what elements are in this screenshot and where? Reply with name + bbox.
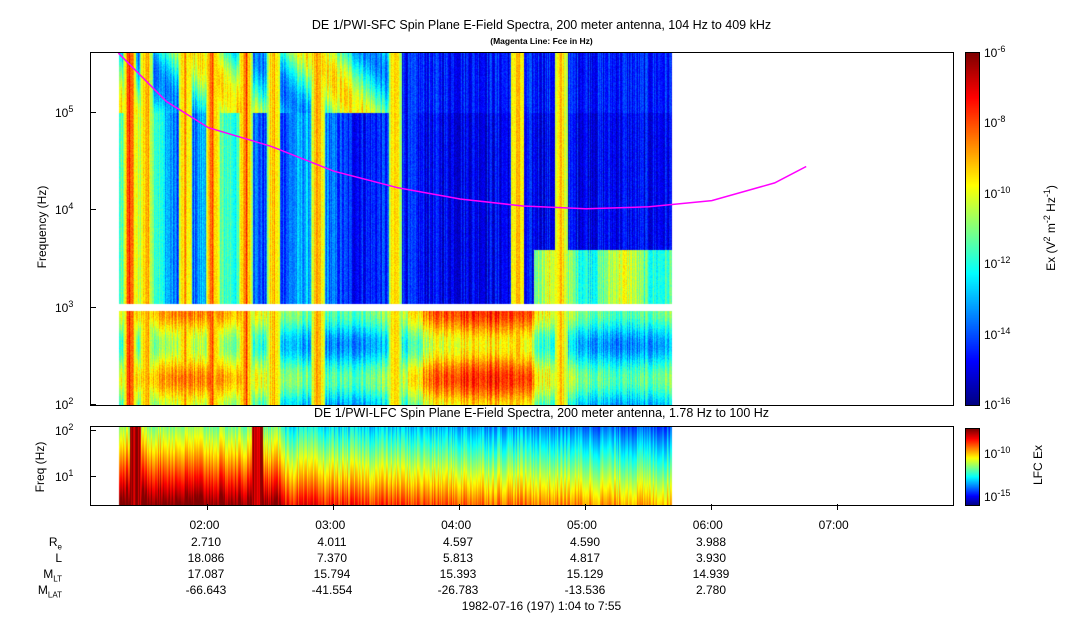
ephemeris-label-3: MLAT xyxy=(37,583,62,600)
ephemeris-value-3-3: -13.536 xyxy=(564,583,606,597)
ephemeris-value-3-4: 2.780 xyxy=(695,583,727,597)
ephemeris-value-1-0: 18.086 xyxy=(187,551,225,565)
ephemeris-label-1: L xyxy=(55,551,62,565)
ephemeris-value-2-3: 15.129 xyxy=(566,567,604,581)
sfc-colorbar-label: Ex (V2 m-2 Hz-1) xyxy=(1042,185,1058,271)
lfc-y-tick-1: 102 xyxy=(55,421,74,438)
ephemeris-value-1-3: 4.817 xyxy=(569,551,601,565)
upper-chart-subtitle: (Magenta Line: Fce in Hz) xyxy=(490,36,593,46)
time-tick-label-5: 07:00 xyxy=(818,518,849,532)
time-tick-label-4: 06:00 xyxy=(692,518,723,532)
sfc-y-tick-mark-2 xyxy=(90,209,96,211)
time-tick-mark-5 xyxy=(836,504,838,510)
fce-line xyxy=(117,53,807,210)
lfc-y-tick-0: 101 xyxy=(55,468,74,485)
sfc-y-axis-label: Frequency (Hz) xyxy=(35,185,49,269)
sfc-spectrogram xyxy=(91,53,953,405)
ephemeris-value-3-2: -26.783 xyxy=(437,583,479,597)
ephemeris-value-0-2: 4.597 xyxy=(442,535,474,549)
ephemeris-label-2: MLT xyxy=(43,567,62,584)
fce-line-layer xyxy=(117,53,807,210)
sfc-y-tick-0: 102 xyxy=(55,396,74,412)
sfc-y-tick-2: 104 xyxy=(55,201,74,218)
lfc-y-tick-mark-1 xyxy=(90,429,96,431)
lfc-y-axis-label: Freq (Hz) xyxy=(33,441,47,493)
sfc-y-tick-mark-0 xyxy=(90,404,96,405)
ephemeris-value-0-3: 4.590 xyxy=(569,535,601,549)
ephemeris-value-0-1: 4.011 xyxy=(317,535,347,549)
lfc-colorbar-tick-0: 10-10 xyxy=(984,445,1011,462)
time-tick-mark-4 xyxy=(710,504,712,510)
lfc-spectrogram-panel xyxy=(90,426,954,506)
ephemeris-value-3-1: -41.554 xyxy=(311,583,353,597)
sfc-y-tick-mark-3 xyxy=(90,111,96,113)
ephemeris-value-0-4: 3.988 xyxy=(695,535,727,549)
ephemeris-value-2-4: 14.939 xyxy=(692,567,730,581)
sfc-colorbar-tick-4: 10-14 xyxy=(984,325,1011,342)
ephemeris-label-0: Re xyxy=(48,535,62,552)
lower-chart-title: DE 1/PWI-LFC Spin Plane E-Field Spectra,… xyxy=(313,406,770,420)
ephemeris-value-3-0: -66.643 xyxy=(185,583,227,597)
sfc-colorbar-tick-1: 10-8 xyxy=(984,114,1006,131)
ephemeris-value-1-4: 3.930 xyxy=(695,551,727,565)
time-tick-label-3: 05:00 xyxy=(566,518,597,532)
time-tick-mark-1 xyxy=(333,504,335,510)
sfc-colorbar-tick-2: 10-10 xyxy=(984,184,1011,201)
sfc-y-tick-mark-1 xyxy=(90,306,96,308)
ephemeris-value-1-1: 7.370 xyxy=(316,551,348,565)
time-tick-mark-0 xyxy=(207,504,209,510)
sfc-colorbar-tick-3: 10-12 xyxy=(984,255,1011,272)
lfc-y-tick-mark-0 xyxy=(90,476,96,478)
time-tick-label-2: 04:00 xyxy=(441,518,472,532)
time-tick-mark-3 xyxy=(584,504,586,510)
sfc-y-tick-3: 105 xyxy=(55,103,74,120)
lfc-colorbar-tick-1: 10-15 xyxy=(984,487,1011,504)
sfc-colorbar-tick-0: 10-6 xyxy=(984,44,1006,60)
sfc-colorbar xyxy=(965,52,980,406)
date-range-label: 1982-07-16 (197) 1:04 to 7:55 xyxy=(461,599,622,613)
lfc-colorbar xyxy=(965,428,980,506)
ephemeris-value-1-2: 5.813 xyxy=(442,551,474,565)
time-tick-label-0: 02:00 xyxy=(189,518,220,532)
ephemeris-value-2-1: 15.794 xyxy=(313,567,351,581)
sfc-colorbar-tick-5: 10-16 xyxy=(984,396,1011,412)
time-tick-mark-2 xyxy=(459,504,461,510)
sfc-y-tick-1: 103 xyxy=(55,298,74,315)
time-tick-label-1: 03:00 xyxy=(315,518,346,532)
ephemeris-value-0-0: 2.710 xyxy=(190,535,222,549)
upper-chart-title: DE 1/PWI-SFC Spin Plane E-Field Spectra,… xyxy=(311,18,772,32)
lfc-colorbar-label: LFC Ex xyxy=(1031,445,1045,486)
sfc-spectrogram-panel xyxy=(90,52,954,406)
ephemeris-value-2-2: 15.393 xyxy=(439,567,477,581)
lfc-spectrogram xyxy=(91,427,953,505)
ephemeris-value-2-0: 17.087 xyxy=(187,567,225,581)
